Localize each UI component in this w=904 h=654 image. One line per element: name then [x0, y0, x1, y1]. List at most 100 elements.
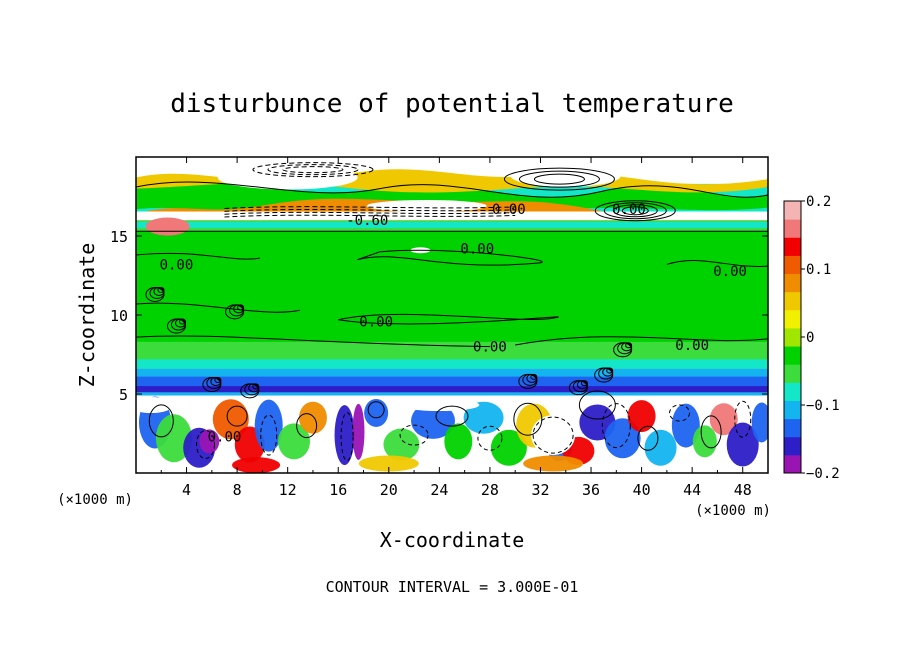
y-tick-label: 5 — [119, 386, 128, 404]
colorbar-swatch — [784, 418, 801, 438]
field-blob — [604, 418, 641, 459]
colorbar-tick-label: −0.1 — [806, 398, 840, 414]
field-blob — [352, 403, 365, 460]
contour-label: 0.00 — [473, 340, 507, 356]
field-blob — [709, 403, 738, 436]
x-tick-label: 4 — [182, 481, 191, 499]
contour-line — [340, 412, 354, 462]
colorbar-tick-label: 0.1 — [806, 262, 831, 278]
contour-line — [338, 313, 559, 325]
contour-line — [700, 415, 722, 449]
contour-line-negative — [252, 162, 374, 178]
contour-line — [136, 252, 261, 260]
field-band-teal-top — [136, 221, 768, 229]
colorbar-tick-label: −0.2 — [806, 466, 840, 482]
contour-line — [532, 416, 574, 454]
field-blob — [726, 422, 759, 467]
field-blob — [751, 402, 768, 443]
tropopause-white-strip — [136, 211, 768, 221]
contour-line — [226, 405, 248, 427]
colorbar-swatch — [784, 327, 801, 347]
colorbar-swatch — [784, 219, 801, 238]
field-blob — [278, 423, 310, 460]
top-white-strip — [136, 157, 768, 169]
plot-area: -0.60 0.00 0.00 0.00 0.00 0.00 0.00 0.00 0.00 0.0… — [136, 157, 768, 473]
x-tick-label: 8 — [233, 481, 242, 499]
contour-line — [666, 259, 768, 267]
contour-labels: -0.60 0.00 0.00 0.00 0.00 0.00 0.00 0.00 0.00 0.0… — [160, 202, 747, 446]
field-blob — [358, 455, 419, 472]
field-band-cyan — [136, 368, 768, 380]
left-red-patch — [145, 217, 190, 236]
contour-label: 0.00 — [359, 314, 393, 330]
x-tick-label: 40 — [633, 481, 651, 499]
field-band-teal — [136, 359, 768, 369]
contour-label: 0.00 — [675, 338, 709, 354]
field-blob — [364, 398, 389, 427]
field-blob — [644, 429, 677, 466]
colorbar-swatch — [784, 291, 801, 311]
contour-line — [399, 424, 429, 446]
field-blob — [212, 399, 249, 440]
contour-line — [477, 425, 503, 451]
x-tick-label: 24 — [430, 481, 448, 499]
contour-line-negative — [224, 209, 516, 212]
contour-lines — [136, 162, 768, 462]
field-band-cyan-low — [136, 392, 768, 396]
field-band-light-green-low — [136, 341, 768, 364]
field-blob — [444, 423, 473, 460]
contour-line — [515, 336, 768, 346]
colorbar-swatch — [784, 364, 801, 383]
contour-line — [637, 425, 659, 451]
x-tick-label: 28 — [481, 481, 499, 499]
field-blob — [523, 455, 584, 472]
colorbar: 0.2 0.1 0 −0.1 −0.2 — [783, 194, 840, 482]
contour-label: 0.00 — [460, 242, 494, 258]
footer-contour-interval: CONTOUR INTERVAL = 3.000E-01 — [326, 578, 579, 596]
field-blob — [463, 401, 504, 434]
contour-cluster — [625, 342, 633, 349]
contour-cluster — [530, 373, 538, 380]
x-tick-label: 36 — [582, 481, 600, 499]
colorbar-swatch — [784, 382, 801, 401]
contour-cluster — [580, 380, 588, 387]
contour-line — [260, 414, 278, 456]
colorbar-swatch — [784, 400, 801, 420]
x-tick-label: 12 — [279, 481, 297, 499]
x-tick-label: 44 — [683, 481, 701, 499]
contour-cluster — [237, 304, 245, 311]
white-patch-low-center — [531, 415, 576, 456]
contour-label: 0.00 — [713, 264, 747, 280]
y-tick-label: 10 — [110, 307, 128, 325]
colorbar-swatch — [784, 273, 801, 293]
field-blob — [627, 400, 656, 433]
contour-line — [533, 173, 585, 185]
field-blob — [298, 401, 327, 434]
field-blob — [383, 428, 420, 461]
white-patch-low-mid — [399, 399, 480, 412]
y-axis: 5 10 15 — [110, 228, 768, 404]
contour-cluster — [178, 318, 186, 325]
field-blob — [232, 457, 281, 473]
contour-line — [612, 204, 658, 218]
y-tick-label: 15 — [110, 228, 128, 246]
contour-line — [196, 430, 216, 460]
contour-line-negative — [282, 166, 344, 174]
contour-line — [578, 390, 616, 420]
contour-line — [669, 404, 691, 422]
colorbar-swatch — [784, 454, 801, 474]
contour-line-negative — [267, 164, 359, 176]
contour-cluster — [157, 286, 165, 293]
colorbar-swatch — [784, 255, 801, 275]
contour-cluster — [214, 377, 222, 384]
upper-white-patch-3 — [657, 164, 728, 179]
contour-line — [594, 200, 676, 222]
x-tick-label: 20 — [380, 481, 398, 499]
contour-line — [601, 403, 631, 449]
x-axis-label: X-coordinate — [380, 528, 525, 552]
contour-line — [603, 202, 667, 220]
colorbar-tick-label: 0.2 — [806, 194, 831, 210]
field-blob — [671, 403, 700, 448]
field-blob — [490, 429, 527, 466]
x-tick-label: 32 — [531, 481, 549, 499]
